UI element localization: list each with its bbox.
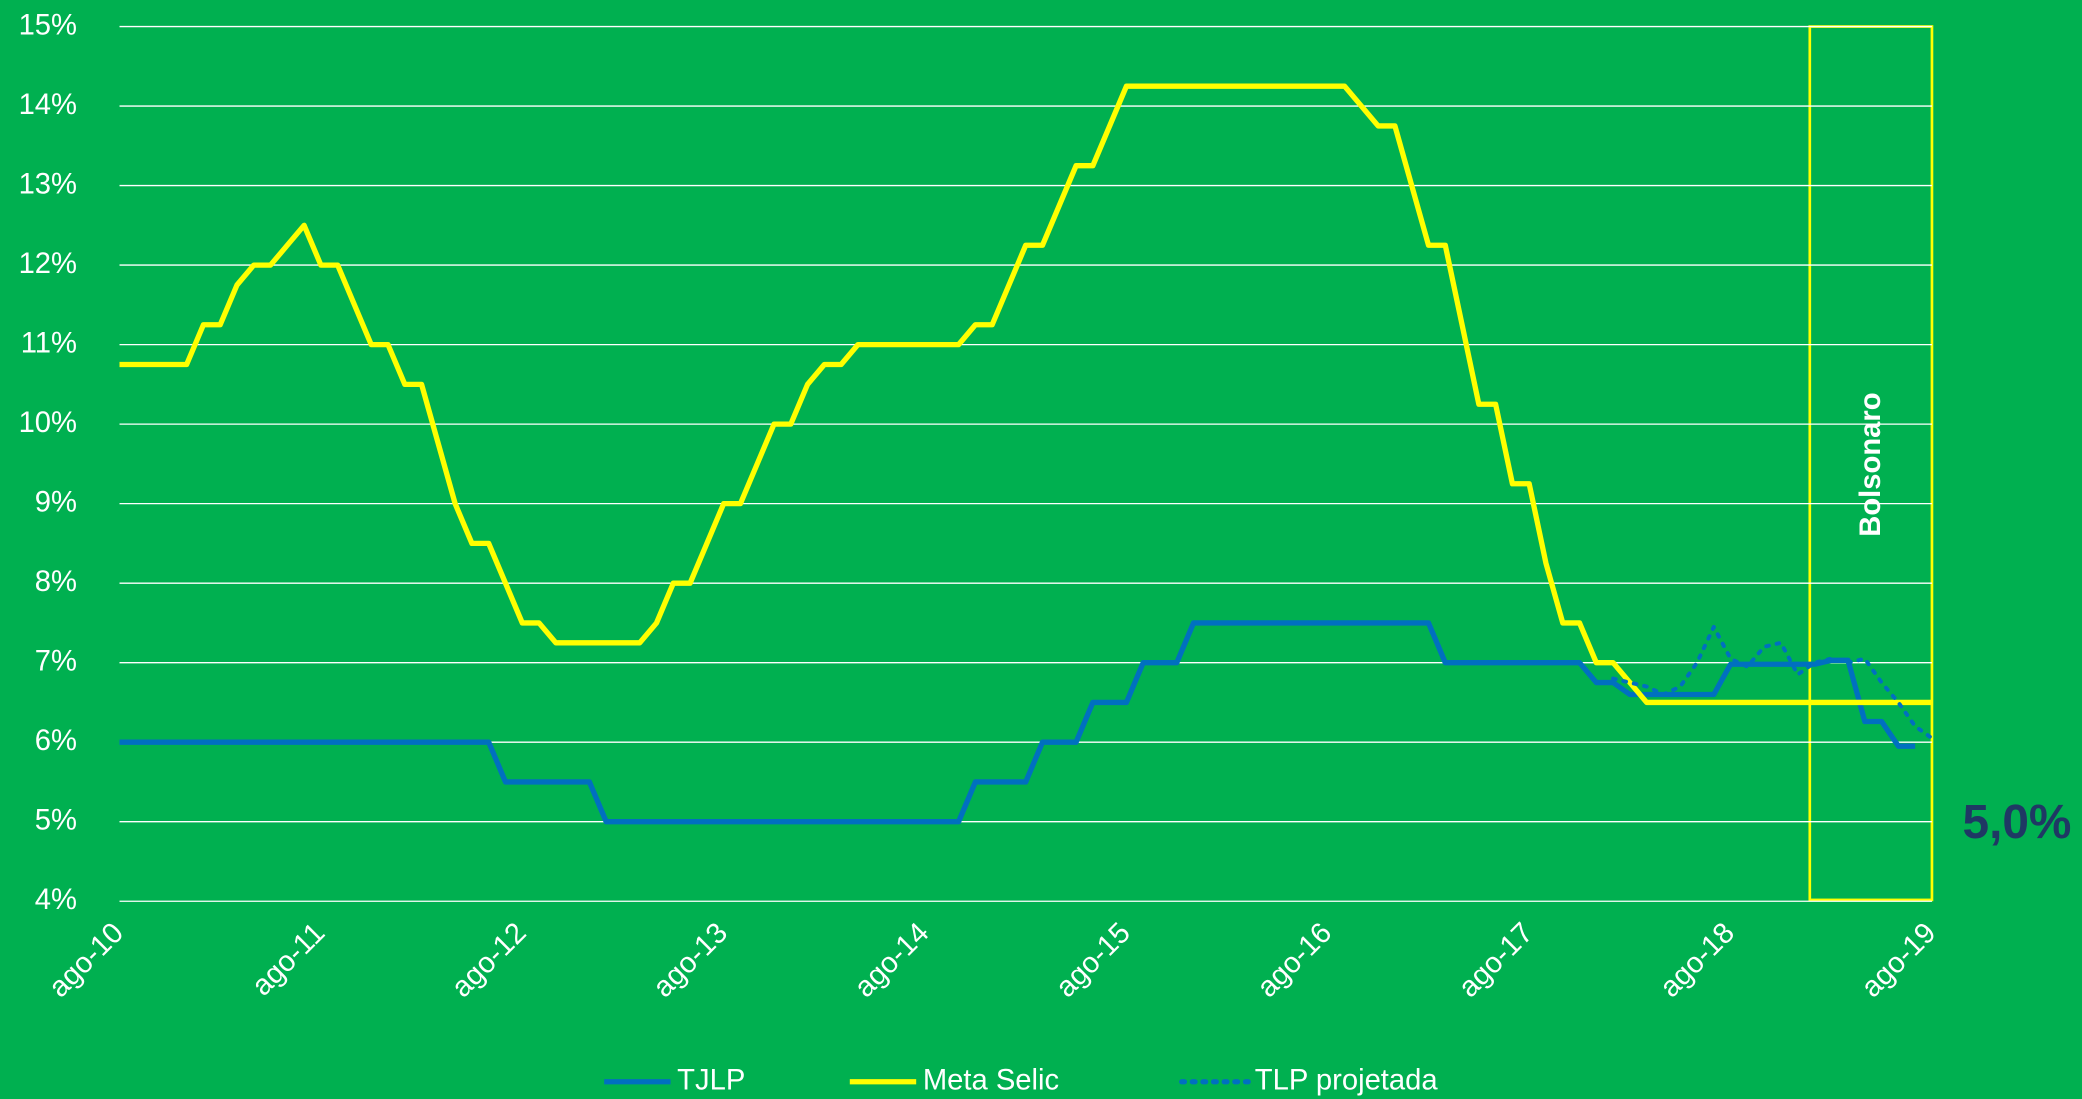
line-series [1611, 624, 1934, 741]
y-tick-label: 6% [35, 725, 77, 757]
y-tick-label: 7% [35, 645, 77, 677]
y-tick-label: 13% [19, 168, 77, 200]
legend-label: TJLP [677, 1064, 745, 1096]
period-label: Bolsonaro [1855, 392, 1887, 536]
line-series [119, 620, 1916, 825]
y-tick-label: 10% [19, 407, 77, 439]
y-tick-label: 12% [19, 248, 77, 280]
legend-label: Meta Selic [923, 1064, 1059, 1096]
legend-label: TLP projetada [1255, 1064, 1439, 1096]
y-tick-label: 5% [35, 804, 77, 836]
y-tick-label: 8% [35, 566, 77, 598]
annotation: 5,0% [1962, 796, 2071, 849]
y-tick-label: 14% [19, 89, 77, 121]
y-tick-label: 9% [35, 486, 77, 518]
line-series [119, 83, 1932, 706]
y-tick-label: 4% [35, 884, 77, 916]
y-tick-label: 15% [19, 9, 77, 41]
y-tick-label: 11% [21, 327, 77, 359]
